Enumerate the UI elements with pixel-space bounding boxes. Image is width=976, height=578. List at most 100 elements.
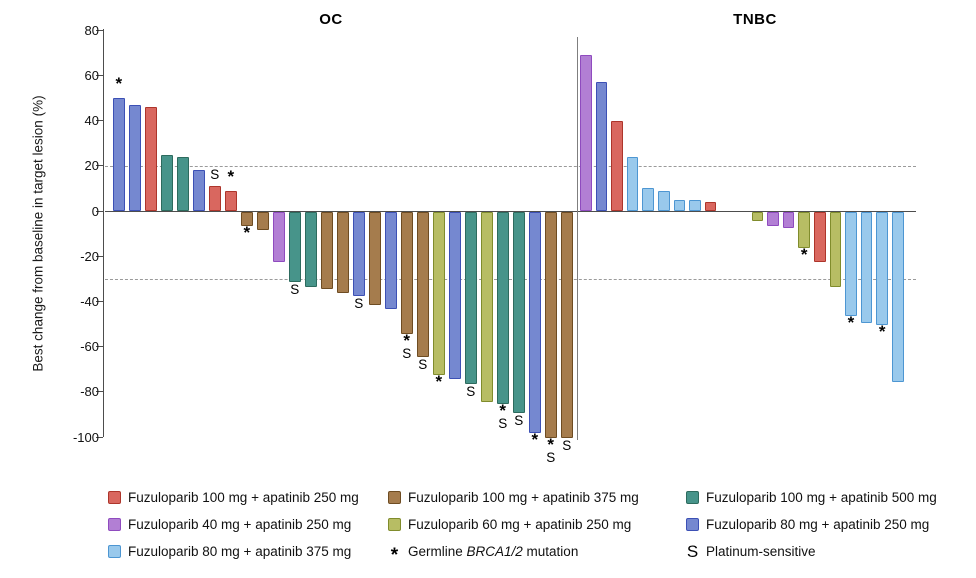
legend-column-1: Fuzuloparib 100 mg + apatinib 250 mg Fuz…: [108, 484, 388, 565]
bar: [145, 107, 157, 211]
bar-annotation: *: [848, 314, 855, 331]
brca-mutation-mark: *: [531, 430, 539, 450]
legend-label: Fuzuloparib 80 mg + apatinib 250 mg: [706, 517, 930, 532]
brca-mutation-mark: *: [403, 331, 411, 351]
bar-annotation: S: [354, 295, 364, 311]
legend-swatch-olive: [388, 518, 401, 531]
plot-area: OC TNBC 80 60 40 20 0 -20 -40 -60 -80 -100 * S * * S S *…: [73, 11, 916, 464]
legend-swatch-purple: [108, 518, 121, 531]
bar: [545, 212, 557, 438]
legend-label-part: Germline: [408, 544, 467, 559]
brca-mutation-mark: *: [499, 401, 507, 421]
bar: [257, 212, 269, 231]
bar: [751, 212, 764, 222]
bar: [497, 212, 509, 405]
legend-item: Fuzuloparib 100 mg + apatinib 250 mg: [108, 484, 388, 511]
bar: [814, 212, 826, 262]
bar-annotation: S: [562, 439, 571, 453]
legend-item: Fuzuloparib 40 mg + apatinib 250 mg: [108, 511, 388, 538]
legend-label: Fuzuloparib 80 mg + apatinib 375 mg: [128, 544, 352, 559]
bar-annotation: S: [210, 167, 220, 183]
bar: [642, 188, 654, 211]
y-axis-label: Best change from baseline in target lesi…: [30, 95, 46, 372]
legend-label: Germline BRCA1/2 mutation: [408, 544, 578, 559]
y-tick-mark: [96, 29, 103, 31]
bar-annotation: S: [466, 383, 476, 399]
bar-annotation: *: [227, 168, 234, 185]
legend-column-2: Fuzuloparib 100 mg + apatinib 375 mg Fuz…: [388, 484, 686, 565]
bar: [876, 212, 888, 325]
platinum-sensitive-mark: S: [290, 282, 300, 298]
bar-annotation: *: [243, 224, 250, 241]
bar: [433, 212, 445, 375]
brca-mutation-mark: *: [115, 74, 123, 93]
legend-item: Fuzuloparib 100 mg + apatinib 500 mg: [686, 484, 937, 511]
bar: [401, 212, 413, 335]
bar-annotation: *: [801, 246, 808, 263]
bar: [529, 212, 541, 434]
bar-annotation: *: [435, 371, 443, 391]
y-tick-label: 40: [84, 113, 99, 129]
bar: [321, 212, 333, 289]
platinum-sensitive-mark: S: [498, 416, 508, 432]
legend-column-3: Fuzuloparib 100 mg + apatinib 500 mg Fuz…: [686, 484, 937, 565]
legend-swatch-blue: [686, 518, 699, 531]
bar: [337, 212, 349, 294]
bar: [161, 154, 173, 211]
asterisk-symbol: *: [390, 544, 399, 566]
y-tick-label: 60: [84, 67, 99, 83]
bar: [209, 186, 221, 211]
legend-item: Fuzuloparib 80 mg + apatinib 250 mg: [686, 511, 937, 538]
y-tick-label: -60: [80, 339, 99, 355]
legend-label: Fuzuloparib 100 mg + apatinib 500 mg: [706, 490, 937, 505]
y-tick-mark: [96, 120, 103, 122]
bar: [113, 98, 125, 211]
platinum-sensitive-mark: S: [546, 450, 556, 465]
bar-annotation: * S: [546, 436, 556, 465]
brca-mutation-mark: *: [435, 371, 443, 391]
panel-divider: [577, 37, 578, 440]
bar: [626, 156, 639, 211]
y-tick-label: -100: [72, 429, 99, 445]
bar-annotation: S: [514, 413, 524, 429]
y-tick-mark: [96, 255, 103, 257]
legend-label-gene: BRCA1/2: [466, 544, 523, 559]
bar: [225, 190, 237, 211]
legend-item: Fuzuloparib 60 mg + apatinib 250 mg: [388, 511, 686, 538]
bar: [860, 212, 873, 323]
bar: [273, 212, 285, 262]
legend-swatch-lightblue: [108, 545, 121, 558]
bar-annotation: *: [879, 323, 886, 340]
y-tick-mark: [96, 346, 103, 348]
bar: [177, 156, 189, 211]
panel-title-oc: OC: [319, 11, 343, 28]
legend-item-platinum: S Platinum-sensitive: [686, 538, 937, 565]
bar: [689, 199, 701, 211]
bar: [417, 212, 429, 357]
legend-label: Fuzuloparib 100 mg + apatinib 250 mg: [128, 490, 359, 505]
bar-annotation: * S: [402, 331, 411, 361]
bar: [658, 190, 670, 211]
bar: [241, 212, 253, 226]
platinum-sensitive-mark: S: [466, 383, 476, 399]
platinum-sensitive-mark: S: [210, 167, 220, 183]
y-tick-mark: [96, 74, 103, 76]
platinum-sensitive-mark: S: [514, 413, 524, 429]
bar-annotation: S: [290, 282, 300, 298]
legend-label: Fuzuloparib 60 mg + apatinib 250 mg: [408, 517, 632, 532]
y-tick-mark: [96, 210, 103, 212]
bar: [465, 212, 477, 384]
bar-annotation: *: [531, 430, 539, 450]
bar: [845, 212, 857, 316]
panel-title-tnbc: TNBC: [733, 11, 777, 28]
bar: [580, 55, 592, 211]
bar: [829, 212, 842, 287]
bar: [481, 212, 493, 402]
y-tick-mark: [96, 391, 103, 393]
reference-line: [105, 165, 916, 167]
bar: [892, 212, 904, 382]
bar: [305, 212, 317, 287]
legend-label: Fuzuloparib 40 mg + apatinib 250 mg: [128, 517, 352, 532]
legend-item-brca: * Germline BRCA1/2 mutation: [388, 538, 686, 565]
platinum-sensitive-mark: S: [354, 295, 364, 311]
